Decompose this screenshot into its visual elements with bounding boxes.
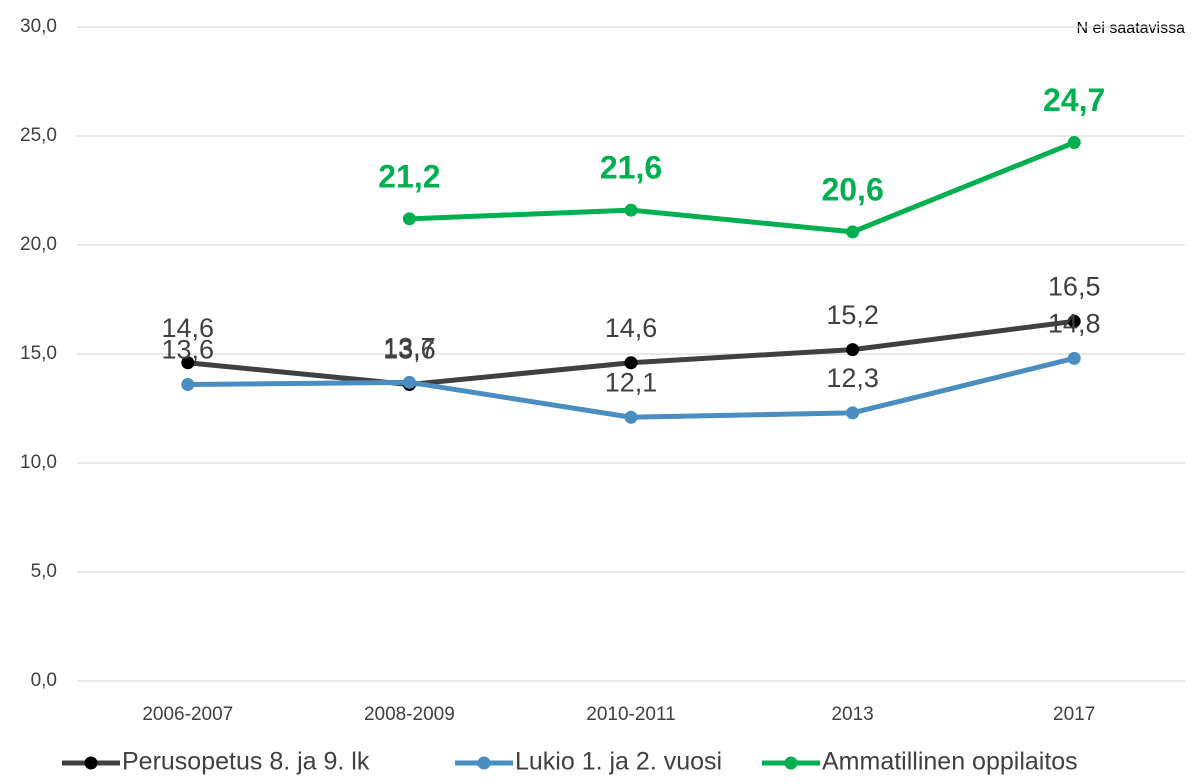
point xyxy=(1067,351,1081,365)
data-label: 21,6 xyxy=(600,150,662,186)
data-label: 20,6 xyxy=(821,171,883,207)
point xyxy=(402,212,416,226)
point xyxy=(402,375,416,389)
y-tick-label: 15,0 xyxy=(20,343,57,364)
legend-label: Perusopetus 8. ja 9. lk xyxy=(122,748,370,776)
data-label: 14,8 xyxy=(1048,308,1101,338)
annotation: N ei saatavissa xyxy=(1077,20,1186,37)
x-tick-label: 2010-2011 xyxy=(586,704,675,725)
point xyxy=(624,356,638,370)
y-tick-label: 5,0 xyxy=(31,561,57,582)
series-line xyxy=(409,140,1076,235)
legend-marker xyxy=(477,756,491,770)
data-label: 15,2 xyxy=(826,300,879,330)
data-label: 16,5 xyxy=(1048,271,1101,301)
point xyxy=(1067,314,1081,328)
point xyxy=(1067,136,1081,150)
legend-label: Ammatillinen oppilaitos xyxy=(822,748,1078,776)
point xyxy=(624,203,638,217)
data-label: 24,7 xyxy=(1043,82,1105,118)
x-tick-label: 2017 xyxy=(1053,704,1095,725)
y-tick-label: 25,0 xyxy=(20,125,57,146)
point xyxy=(846,225,860,239)
point xyxy=(846,343,860,357)
x-tick-label: 2008-2009 xyxy=(364,704,455,725)
point xyxy=(181,356,195,370)
legend-label: Lukio 1. ja 2. vuosi xyxy=(515,748,722,776)
data-label: 21,2 xyxy=(378,158,440,194)
y-tick-label: 10,0 xyxy=(20,452,57,473)
data-label: 14,6 xyxy=(605,313,658,343)
data-label: 13,6 xyxy=(383,335,436,365)
y-tick-label: 30,0 xyxy=(20,16,57,37)
point xyxy=(181,378,195,392)
data-label: 12,1 xyxy=(605,367,658,397)
legend-marker xyxy=(84,756,98,770)
point xyxy=(846,406,860,420)
point xyxy=(624,410,638,424)
data-label: 13,6 xyxy=(162,335,215,365)
data-label: 14,6 xyxy=(162,313,215,343)
y-tick-label: 0,0 xyxy=(31,670,57,691)
y-tick-label: 20,0 xyxy=(20,234,57,255)
data-label: 12,3 xyxy=(826,363,879,393)
x-tick-label: 2013 xyxy=(831,704,873,725)
data-label: 13,7 xyxy=(383,332,436,362)
x-tick-label: 2006-2007 xyxy=(142,704,233,725)
legend-marker xyxy=(784,756,798,770)
